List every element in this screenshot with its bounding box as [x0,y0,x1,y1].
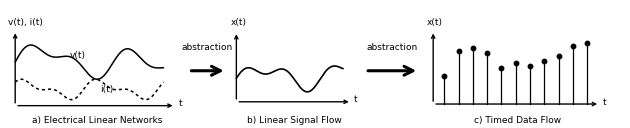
Text: v(t): v(t) [69,51,86,60]
Text: a) Electrical Linear Networks: a) Electrical Linear Networks [33,116,163,125]
Text: i(t): i(t) [101,85,114,94]
Text: t: t [603,98,607,107]
Text: t: t [354,95,357,104]
Text: v(t), i(t): v(t), i(t) [8,18,43,28]
Text: abstraction: abstraction [367,43,418,52]
Text: b) Linear Signal Flow: b) Linear Signal Flow [248,116,342,125]
Text: abstraction: abstraction [182,43,233,52]
Text: x(t): x(t) [231,18,247,27]
Text: c) Timed Data Flow: c) Timed Data Flow [474,116,561,125]
Text: x(t): x(t) [427,18,443,27]
Text: t: t [178,99,182,108]
